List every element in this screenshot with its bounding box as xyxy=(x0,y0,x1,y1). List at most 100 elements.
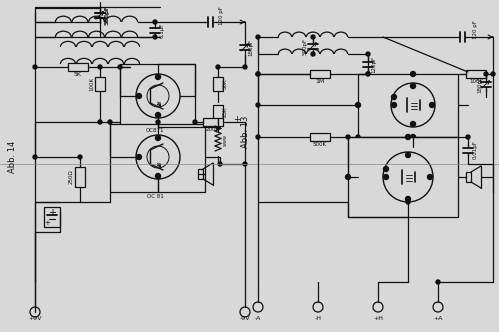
Text: OC 81: OC 81 xyxy=(147,194,163,199)
Circle shape xyxy=(406,200,410,204)
Circle shape xyxy=(383,152,433,202)
Circle shape xyxy=(256,135,260,139)
Circle shape xyxy=(147,85,169,107)
Circle shape xyxy=(411,134,416,139)
Circle shape xyxy=(366,72,370,76)
Circle shape xyxy=(243,162,247,166)
Circle shape xyxy=(430,103,435,108)
Circle shape xyxy=(384,167,389,172)
Text: 120pF: 120pF xyxy=(371,55,377,73)
Circle shape xyxy=(406,134,411,139)
Circle shape xyxy=(156,174,161,179)
Circle shape xyxy=(355,103,360,108)
Circle shape xyxy=(98,65,102,69)
Circle shape xyxy=(406,197,411,202)
Bar xyxy=(466,70,486,78)
Circle shape xyxy=(436,280,440,284)
Text: +9V: +9V xyxy=(28,316,42,321)
Circle shape xyxy=(345,175,350,180)
Bar xyxy=(213,77,223,91)
Circle shape xyxy=(346,135,350,139)
Bar xyxy=(213,105,223,119)
Text: 500pF: 500pF xyxy=(104,5,109,25)
Bar xyxy=(75,167,85,187)
Circle shape xyxy=(406,152,411,157)
Circle shape xyxy=(156,74,161,79)
Text: 500K: 500K xyxy=(313,141,327,146)
Text: 0,1μF: 0,1μF xyxy=(160,22,165,38)
Text: 180pF: 180pF xyxy=(249,39,253,55)
Text: -H: -H xyxy=(314,316,321,321)
Text: 120 pF: 120 pF xyxy=(474,21,479,40)
Circle shape xyxy=(411,84,416,89)
Text: 1M: 1M xyxy=(315,78,325,84)
Circle shape xyxy=(156,120,160,124)
Bar xyxy=(110,124,205,192)
Text: 250Ω: 250Ω xyxy=(68,170,73,184)
Circle shape xyxy=(411,71,416,76)
Circle shape xyxy=(153,20,157,24)
Circle shape xyxy=(373,302,383,312)
Bar xyxy=(44,207,60,227)
Text: +: + xyxy=(234,115,241,124)
Circle shape xyxy=(311,52,315,56)
Circle shape xyxy=(256,103,260,107)
Circle shape xyxy=(156,125,160,129)
Circle shape xyxy=(392,95,397,100)
Circle shape xyxy=(411,135,415,139)
Circle shape xyxy=(366,72,370,76)
Circle shape xyxy=(491,72,495,76)
Text: 50K: 50K xyxy=(223,79,228,89)
Circle shape xyxy=(391,83,435,127)
Circle shape xyxy=(136,135,180,179)
Bar xyxy=(348,137,458,217)
Circle shape xyxy=(216,65,220,69)
Circle shape xyxy=(484,72,488,76)
Text: 180pF: 180pF xyxy=(478,75,483,93)
Text: www: www xyxy=(223,134,228,146)
Text: Abb. 13: Abb. 13 xyxy=(242,116,250,148)
Circle shape xyxy=(33,65,37,69)
Bar xyxy=(466,172,471,182)
Bar xyxy=(310,133,330,141)
Circle shape xyxy=(137,154,142,159)
Circle shape xyxy=(153,35,157,39)
Text: 200K: 200K xyxy=(206,126,220,131)
Text: -9V: -9V xyxy=(240,316,250,321)
Text: 100K: 100K xyxy=(89,77,94,91)
Circle shape xyxy=(466,135,470,139)
Bar xyxy=(358,74,458,137)
Text: Abb. 14: Abb. 14 xyxy=(7,141,16,173)
Text: 500pF: 500pF xyxy=(104,4,109,24)
Circle shape xyxy=(311,35,315,39)
Circle shape xyxy=(392,103,397,108)
Text: +: + xyxy=(48,208,56,218)
Circle shape xyxy=(156,113,161,118)
Circle shape xyxy=(240,307,250,317)
Bar xyxy=(68,63,88,71)
Circle shape xyxy=(253,302,263,312)
Bar xyxy=(120,64,195,127)
Circle shape xyxy=(156,135,161,140)
Text: +H: +H xyxy=(373,316,383,321)
Text: +A: +A xyxy=(433,316,443,321)
Text: 0,01μF: 0,01μF xyxy=(473,140,478,159)
Circle shape xyxy=(428,175,433,180)
Circle shape xyxy=(313,302,323,312)
Circle shape xyxy=(33,155,37,159)
Text: 5K: 5K xyxy=(74,71,82,76)
Text: 500pF: 500pF xyxy=(302,38,307,54)
Text: OC871: OC871 xyxy=(146,127,164,132)
Circle shape xyxy=(78,155,82,159)
Circle shape xyxy=(366,52,370,56)
Text: +: + xyxy=(44,220,50,226)
Bar xyxy=(198,169,203,179)
Circle shape xyxy=(147,146,169,168)
Circle shape xyxy=(256,72,260,76)
Circle shape xyxy=(108,120,112,124)
Circle shape xyxy=(216,125,220,129)
Circle shape xyxy=(218,162,222,166)
Circle shape xyxy=(243,65,247,69)
Text: 100K: 100K xyxy=(469,78,483,84)
Circle shape xyxy=(433,302,443,312)
